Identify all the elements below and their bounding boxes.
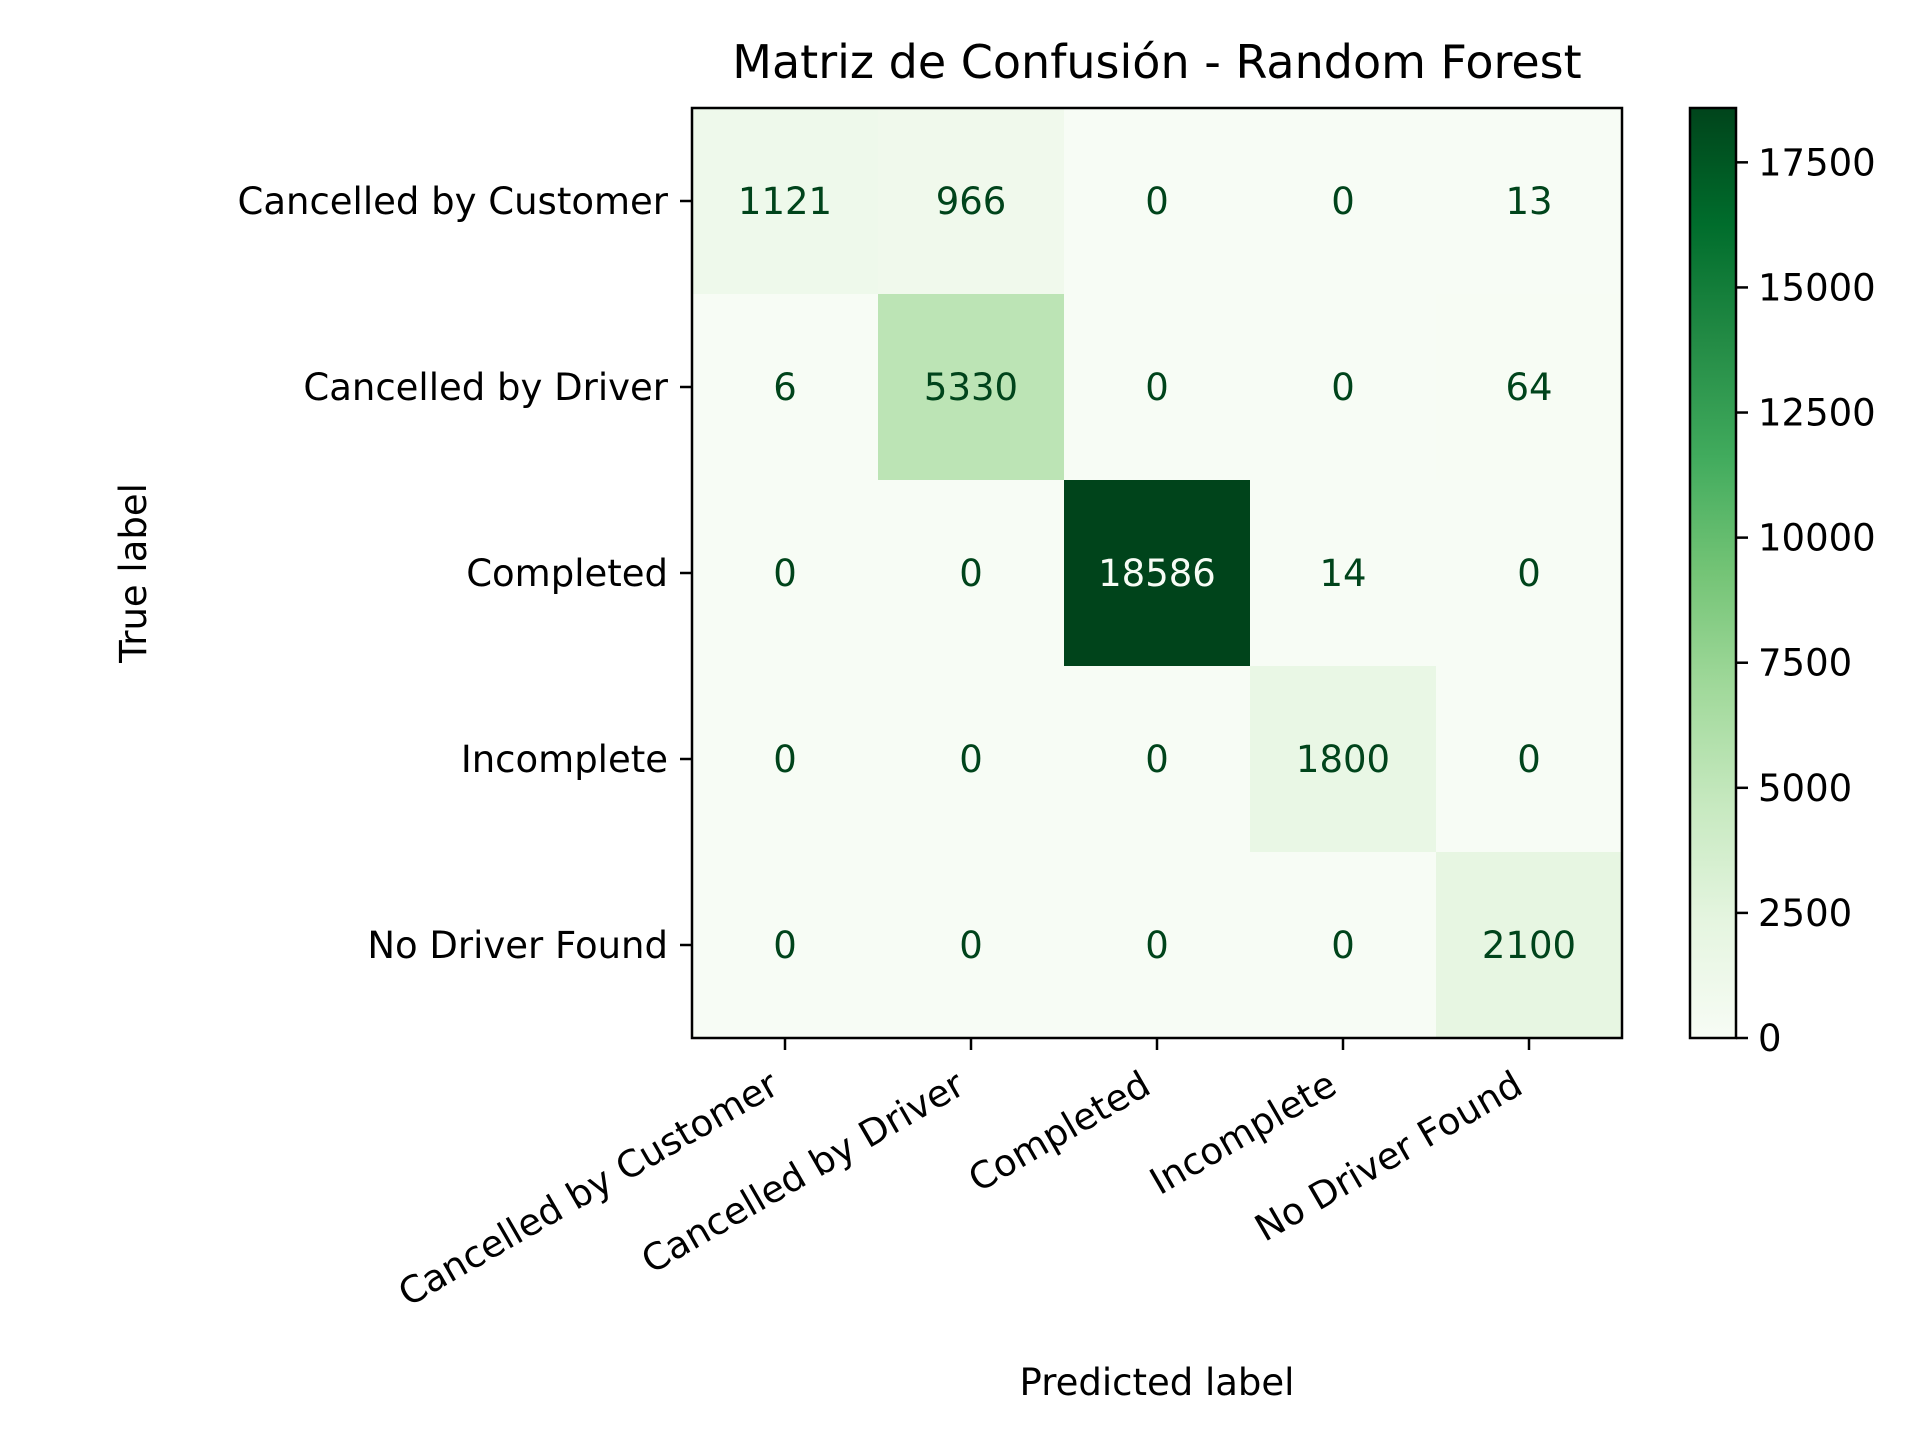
colorbar-tick-label: 0: [1758, 1017, 1782, 1060]
cell-value-label: 1800: [1296, 738, 1390, 781]
cell-value-label: 0: [959, 738, 983, 781]
heatmap-cell: [692, 108, 879, 295]
heatmap-cell: [1436, 294, 1623, 481]
x-tick-label: Cancelled by Customer: [391, 1062, 786, 1315]
colorbar-tick-label: 5000: [1758, 767, 1852, 810]
heatmap-cell: [692, 666, 879, 853]
y-axis-label: True label: [112, 483, 155, 664]
heatmap-cells: [692, 108, 1623, 1039]
colorbar-tick-label: 12500: [1758, 392, 1876, 435]
cell-value-label: 0: [1331, 366, 1355, 409]
colorbar: [1688, 106, 1738, 1040]
cell-value-label: 0: [1145, 738, 1169, 781]
heatmap-cell: [1436, 852, 1623, 1039]
colorbar-ticks: 0 2500 5000 7500 10000 12500 15000 17500: [1736, 141, 1876, 1060]
heatmap-cell: [1250, 852, 1437, 1039]
chart-title: Matriz de Confusión - Random Forest: [732, 35, 1581, 89]
cell-value-label: 64: [1505, 366, 1552, 409]
colorbar-tick-label: 17500: [1758, 141, 1876, 184]
heatmap-cell: [692, 294, 879, 481]
y-tick-label: Completed: [466, 552, 668, 595]
cell-value-labels: 1121 966 0 0 13 6 5330 0 0 64 0 0 18586 14 0 0 0 0 1800 0 0 0…: [738, 180, 1576, 967]
y-tick-label: Cancelled by Driver: [303, 366, 668, 409]
heatmap-cell: [1250, 666, 1437, 853]
cell-value-label: 0: [1145, 924, 1169, 967]
heatmap-cell: [1436, 108, 1623, 295]
heatmap-cell: [878, 852, 1065, 1039]
cell-value-label: 0: [1145, 366, 1169, 409]
cell-value-label: 5330: [924, 366, 1018, 409]
cell-value-label: 14: [1319, 552, 1366, 595]
y-axis-ticks: Cancelled by Customer Cancelled by Driver…: [237, 180, 692, 967]
heatmap-cell: [1064, 480, 1251, 667]
heatmap-cell: [692, 480, 879, 667]
heatmap-cell: [1250, 294, 1437, 481]
cell-value-label: 0: [1331, 924, 1355, 967]
x-tick-label: Completed: [961, 1063, 1157, 1201]
heatmap-cell: [1064, 666, 1251, 853]
colorbar-tick-label: 7500: [1758, 642, 1852, 685]
y-tick-label: No Driver Found: [367, 924, 668, 967]
heatmap-cell: [1064, 294, 1251, 481]
cell-value-label: 0: [773, 738, 797, 781]
heatmap-cell: [1064, 852, 1251, 1039]
heatmap-cell: [878, 108, 1065, 295]
heatmap-cell: [692, 852, 879, 1039]
colorbar-tick-label: 15000: [1758, 266, 1876, 309]
heatmap-cell: [1436, 666, 1623, 853]
heatmap-cell: [878, 480, 1065, 667]
cell-value-label: 18586: [1098, 552, 1216, 595]
cell-value-label: 0: [1517, 552, 1541, 595]
colorbar-tick-label: 2500: [1758, 892, 1852, 935]
heatmap-cell: [1436, 480, 1623, 667]
y-tick-label: Cancelled by Customer: [237, 180, 668, 223]
cell-value-label: 0: [773, 552, 797, 595]
cell-value-label: 6: [773, 366, 797, 409]
cell-value-label: 2100: [1482, 924, 1576, 967]
heatmap-cell: [1064, 108, 1251, 295]
x-axis-label: Predicted label: [1020, 1361, 1295, 1404]
cell-value-label: 1121: [738, 180, 832, 223]
cell-value-label: 0: [959, 552, 983, 595]
cell-value-label: 966: [936, 180, 1007, 223]
cell-value-label: 13: [1505, 180, 1552, 223]
cell-value-label: 0: [959, 924, 983, 967]
cell-value-label: 0: [1331, 180, 1355, 223]
heatmap-cell: [878, 294, 1065, 481]
heatmap-cell: [878, 666, 1065, 853]
cell-value-label: 0: [773, 924, 797, 967]
x-tick-label: Cancelled by Driver: [634, 1062, 972, 1282]
colorbar-tick-label: 10000: [1758, 517, 1876, 560]
cell-value-label: 0: [1517, 738, 1541, 781]
cell-value-label: 0: [1145, 180, 1169, 223]
y-tick-label: Incomplete: [461, 738, 668, 781]
heatmap-cell: [1250, 480, 1437, 667]
heatmap-cell: [1250, 108, 1437, 295]
